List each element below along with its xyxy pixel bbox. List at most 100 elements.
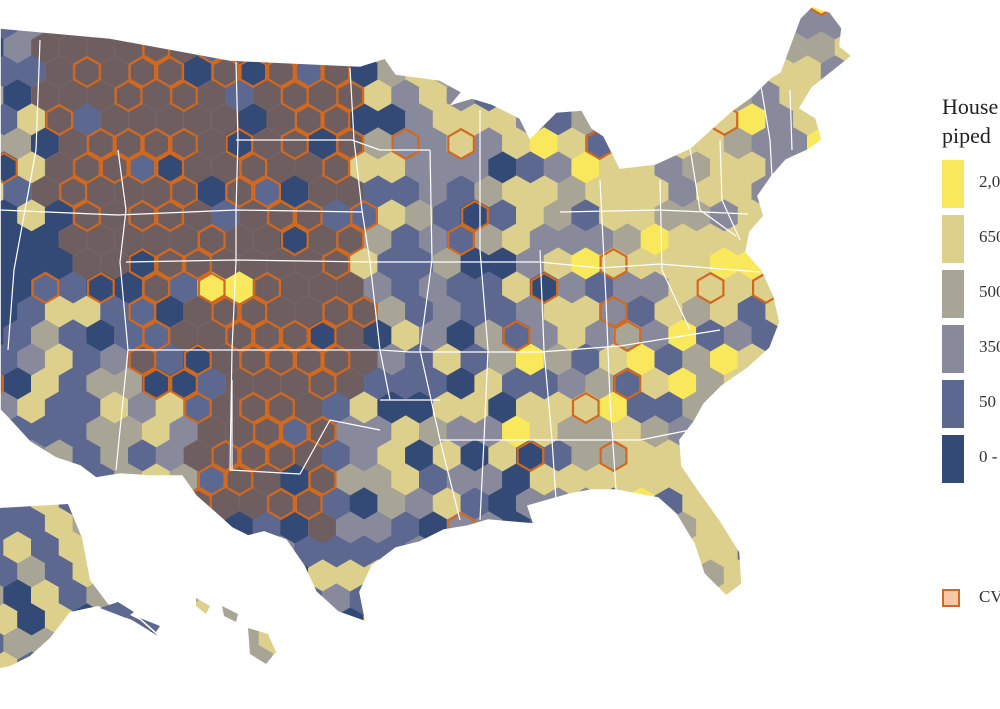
hex-cell xyxy=(0,651,19,668)
cvi-hex-outline xyxy=(225,175,254,209)
legend-item-2: 650 xyxy=(942,215,1000,263)
cvi-hex-outline xyxy=(197,223,226,257)
cvi-hex-outline xyxy=(599,247,628,281)
cvi-hex-outline xyxy=(447,223,475,257)
cvi-hex-outline xyxy=(211,295,240,329)
cvi-hex-outline xyxy=(280,415,309,449)
cvi-hex-outline xyxy=(183,343,212,377)
legend-item-3: 500 xyxy=(942,270,1000,318)
cvi-hex-outline xyxy=(59,175,88,209)
cvi-hex-outline xyxy=(128,247,157,281)
cvi-hex-outline xyxy=(280,127,309,161)
cvi-hex-outline xyxy=(170,367,198,401)
cvi-hex-outline xyxy=(114,79,143,113)
cvi-hex-outline xyxy=(280,319,309,353)
cvi-hex-outline xyxy=(253,319,281,353)
cvi-hex-outline xyxy=(142,319,171,353)
cvi-hex-outline xyxy=(336,223,365,257)
legend-item-1: 2,0 xyxy=(942,160,1000,208)
cvi-swatch xyxy=(942,589,960,607)
cvi-hex-outline xyxy=(128,55,157,89)
legend-swatch xyxy=(942,380,964,428)
cvi-hex-outline xyxy=(322,295,351,329)
cvi-hex-outline xyxy=(128,295,157,329)
cvi-hex-outline xyxy=(294,199,323,233)
cvi-hex-outline xyxy=(267,391,295,425)
cvi-hex-outline xyxy=(170,175,198,209)
legend-label: 650 xyxy=(979,227,1000,246)
cvi-hex-outline xyxy=(294,487,323,521)
cvi-hex-outline xyxy=(31,271,60,305)
cvi-hex-outline xyxy=(239,343,268,377)
cvi-hex-outline xyxy=(294,343,323,377)
cvi-hex-outline xyxy=(86,271,115,305)
cvi-hex-outline xyxy=(156,247,185,281)
cvi-hex-outline xyxy=(45,103,74,137)
cvi-hex-outline xyxy=(142,367,171,401)
legend-swatch xyxy=(942,270,964,318)
cvi-hex-outline xyxy=(86,127,115,161)
cvi-hex-outline xyxy=(308,367,337,401)
legend-item-cvi: CVI xyxy=(942,587,1000,615)
legend-item-5: 50 xyxy=(942,380,1000,428)
cvi-hex-outline xyxy=(461,199,489,233)
cvi-hex-outline xyxy=(322,343,351,377)
legend-label: 2,0 xyxy=(979,172,1000,191)
cvi-hex-outline xyxy=(599,295,628,329)
cvi-hex-outline xyxy=(142,127,171,161)
cvi-hex-outline xyxy=(530,271,559,305)
legend-swatch xyxy=(942,160,964,208)
legend-swatch xyxy=(942,435,964,483)
cvi-hex-outline xyxy=(170,127,198,161)
cvi-hex-outline xyxy=(142,271,171,305)
cvi-hex-outline xyxy=(322,247,351,281)
cvi-hex-outline xyxy=(571,391,600,425)
cvi-hex-outline xyxy=(613,367,642,401)
cvi-hex-outline xyxy=(267,439,295,473)
legend-title-line1: House xyxy=(942,94,999,119)
cvi-hex-outline xyxy=(308,463,337,497)
cvi-hex-outline xyxy=(267,199,295,233)
cvi-hex-outline xyxy=(114,127,143,161)
aleutian-islands xyxy=(100,602,160,632)
cvi-hex-outline xyxy=(0,367,4,401)
cvi-hex-outline xyxy=(156,199,185,233)
cvi-hex-outline xyxy=(211,439,240,473)
legend-label: 500 xyxy=(979,282,1000,301)
cvi-hex-outline xyxy=(197,463,226,497)
cvi-hex-outline xyxy=(183,247,212,281)
cvi-hex-outline xyxy=(253,271,281,305)
cvi-hex-outline xyxy=(280,79,309,113)
cvi-hex-outline xyxy=(197,271,226,305)
cvi-hex-outline xyxy=(73,199,101,233)
cvi-hex-outline xyxy=(613,319,642,353)
cvi-hex-outline xyxy=(239,295,268,329)
cvi-hex-outline xyxy=(308,415,337,449)
cvi-label: CVI xyxy=(979,587,1000,606)
legend-swatch xyxy=(942,325,964,373)
cvi-hex-outline xyxy=(156,151,185,185)
cvi-hex-outline xyxy=(599,439,628,473)
cvi-hex-outline xyxy=(225,319,254,353)
legend-item-6: 0 - xyxy=(942,435,1000,483)
legend-title: House piped xyxy=(942,92,1000,150)
legend-label: 0 - xyxy=(979,447,998,466)
cvi-hex-outline xyxy=(128,151,157,185)
cvi-hex-outline xyxy=(308,319,337,353)
cvi-hex-outline xyxy=(239,391,268,425)
cvi-hex-outline xyxy=(516,439,545,473)
cvi-hex-outline xyxy=(239,439,268,473)
cvi-hex-outline xyxy=(100,151,129,185)
legend-title-line2: piped xyxy=(942,123,991,148)
cvi-hex-outline xyxy=(322,103,351,137)
cvi-hex-outline xyxy=(322,151,351,185)
us-outline xyxy=(0,5,854,624)
cvi-hex-outline xyxy=(267,343,295,377)
cvi-hex-outline xyxy=(280,223,309,257)
legend-label: 350 xyxy=(979,337,1000,356)
cvi-hex-outline xyxy=(350,199,378,233)
cvi-hex-outline xyxy=(447,127,475,161)
state-boundaries xyxy=(0,39,793,521)
cvi-hex-outline xyxy=(253,415,281,449)
